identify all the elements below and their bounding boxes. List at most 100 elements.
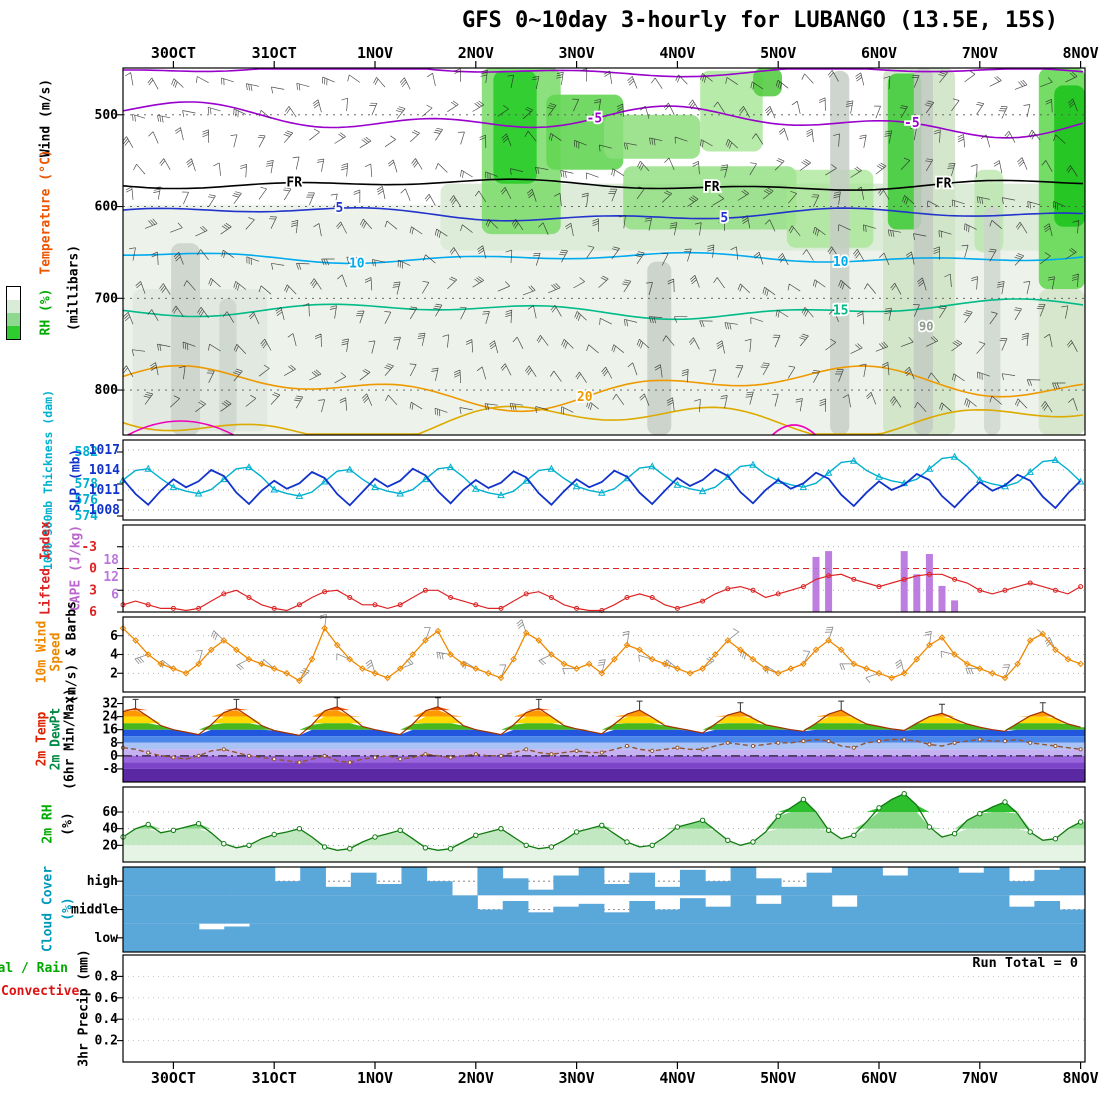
contour-label: -5: [904, 116, 920, 131]
rh-tick: 20: [102, 838, 118, 853]
panel-border: [122, 954, 1086, 1063]
date-label-top: 8NOV: [1063, 44, 1099, 62]
rh-shading: [647, 261, 672, 435]
minmax-whisker: [435, 697, 441, 707]
cloud-block: [755, 903, 782, 924]
pressure-tick: 500: [95, 108, 119, 123]
cloud-block: [705, 906, 731, 924]
rh-shading: [887, 73, 922, 230]
rh-shading: [700, 70, 763, 152]
cloud-block: [730, 867, 757, 896]
precip-axis-label: 3hr Precip (mm): [76, 949, 92, 1067]
contour-label: FR: [704, 180, 720, 195]
thickness-tick: 582: [75, 445, 98, 460]
slp-tick: 1017: [89, 443, 120, 458]
date-label-bottom: 7NOV: [962, 1069, 998, 1087]
wind-barbs-row: [144, 215, 1080, 241]
date-label-bottom: 3NOV: [559, 1069, 595, 1087]
pressure-tick: 800: [95, 383, 119, 398]
cloud-block: [806, 872, 833, 896]
cloud-block: [528, 889, 554, 896]
wind-barbs-row: [135, 273, 1079, 297]
cloud-block: [274, 881, 301, 896]
cloud-block: [604, 923, 630, 952]
wind-tick: 4: [110, 648, 118, 663]
contour-line: [122, 178, 1084, 191]
cloud-block: [477, 867, 504, 896]
cloud-block: [1034, 869, 1061, 896]
cloud-block: [933, 895, 959, 924]
aux-contour: [127, 420, 234, 436]
rh-shading: [1054, 85, 1085, 227]
cloud-block: [123, 867, 149, 896]
cloud-block: [983, 923, 1010, 952]
wind-tick: 6: [110, 629, 118, 644]
minmax-whisker: [334, 697, 341, 707]
contour-line: [122, 207, 1084, 222]
thickness-tick: 574: [75, 509, 99, 524]
cloud-block: [350, 923, 377, 952]
cloud-block: [857, 923, 883, 952]
minmax-whisker: [132, 698, 139, 709]
rh-tick: 40: [102, 822, 118, 837]
contour-line: [123, 68, 1084, 78]
wind-barbs-row: [132, 97, 1078, 123]
precip-tick: 0.2: [95, 1034, 118, 1049]
cloud-block: [857, 895, 883, 924]
cloud-block: [679, 869, 706, 896]
cape-bar: [938, 585, 946, 612]
cloud-block: [654, 886, 681, 896]
cloud-block: [198, 867, 225, 896]
li-tick: 6: [89, 605, 97, 620]
cloud-block: [401, 923, 428, 952]
cloud-block: [426, 923, 453, 952]
contour-label: FR: [286, 176, 302, 191]
cloud-block: [958, 895, 985, 924]
contour-line: [123, 251, 1084, 265]
cloud-block: [983, 867, 1010, 896]
cloud-block: [502, 923, 529, 952]
date-label-top: 2NOV: [458, 44, 494, 62]
temp-tick: 8: [110, 736, 118, 751]
contour-line: [122, 101, 1084, 139]
cloud-block: [300, 895, 326, 924]
slp-line: [122, 467, 1082, 510]
cloud-block: [679, 898, 706, 924]
thickness-tick: 576: [75, 493, 99, 508]
dewpoint-markers: [120, 737, 1083, 765]
date-label-top: 1NOV: [357, 44, 393, 62]
minmax-whisker: [636, 700, 643, 711]
precip-tick: 0.8: [95, 969, 119, 984]
rh2m-axis-label: 2m RH: [40, 804, 56, 844]
cloud-block: [1034, 923, 1061, 952]
dewpt-axis-label: 2m DewPt: [48, 707, 64, 771]
cloud-axis-label: Cloud Cover: [40, 865, 56, 953]
cloud-block: [705, 923, 731, 952]
rh-band: [123, 812, 1085, 829]
temp-band: [123, 762, 1085, 769]
rh-tick: 60: [102, 805, 118, 820]
rh-shading: [623, 166, 797, 230]
wind-speed-line: [122, 626, 1081, 682]
cloud-block: [123, 895, 149, 924]
cloud-block: [604, 912, 630, 924]
cape-axis-label: CAPE (J/kg): [68, 524, 84, 612]
cape-bar: [951, 600, 959, 612]
cloud-block: [477, 923, 504, 952]
minmax-whisker: [737, 702, 744, 712]
minmax-whisker: [1039, 702, 1046, 712]
li-tick: -3: [81, 540, 97, 555]
cloud-block: [679, 923, 706, 952]
minmax-whisker: [838, 700, 845, 711]
cloud-block: [274, 923, 301, 952]
cloud-block: [198, 929, 225, 952]
cloud-block: [781, 895, 807, 924]
contour-label: 10: [349, 256, 365, 271]
pressure-tick: 700: [95, 291, 119, 306]
precip-tick: 0.6: [95, 991, 119, 1006]
cloud-block: [1009, 906, 1035, 924]
date-label-top: 31OCT: [252, 44, 297, 62]
cloud-block: [452, 895, 478, 924]
cloud-block: [933, 867, 959, 896]
